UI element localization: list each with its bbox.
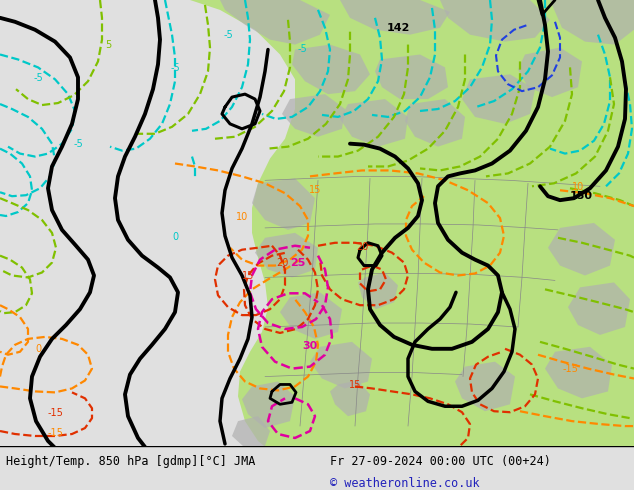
Text: -15: -15 [562,364,578,373]
Text: 30: 30 [302,341,318,351]
Text: -5: -5 [33,73,43,83]
Text: 0: 0 [172,232,178,242]
Text: 15: 15 [242,271,254,281]
Text: -15: -15 [47,428,63,438]
Text: 25: 25 [290,258,306,268]
Text: 20: 20 [356,242,368,252]
Text: © weatheronline.co.uk: © weatheronline.co.uk [330,477,479,490]
Text: 15: 15 [309,185,321,195]
Text: 150: 150 [570,191,593,201]
Text: -5: -5 [170,63,180,74]
Text: 0: 0 [35,344,41,354]
Text: 10: 10 [572,182,584,192]
Text: -5: -5 [297,44,307,53]
Text: Fr 27-09-2024 00:00 UTC (00+24): Fr 27-09-2024 00:00 UTC (00+24) [330,455,550,468]
Text: 15: 15 [349,380,361,391]
Text: 20: 20 [276,258,288,268]
Text: -15: -15 [47,408,63,418]
Text: 5: 5 [105,40,111,49]
Text: -5: -5 [73,139,83,148]
Text: 10: 10 [236,212,248,222]
Text: -5: -5 [223,30,233,40]
Text: 142: 142 [386,23,410,33]
Text: Height/Temp. 850 hPa [gdmp][°C] JMA: Height/Temp. 850 hPa [gdmp][°C] JMA [6,455,256,468]
